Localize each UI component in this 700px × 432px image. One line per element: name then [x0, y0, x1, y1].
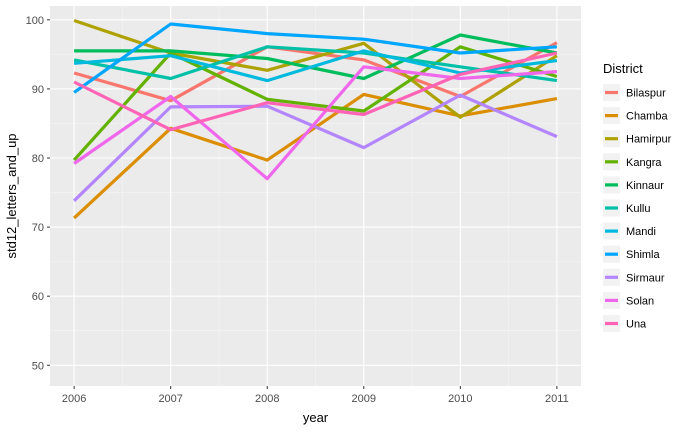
series-lines	[72, 18, 558, 220]
legend-label-shimla: Shimla	[626, 249, 661, 261]
y-tick-label: 90	[32, 84, 44, 96]
legend-label-solan: Solan	[626, 295, 654, 307]
legend-label-kangra: Kangra	[626, 157, 662, 169]
y-tick-label: 60	[32, 291, 44, 303]
series-line-kinnaur	[74, 33, 558, 81]
x-tick-label: 2011	[545, 393, 569, 405]
legend: District Bilaspur Chamba Hamirpur Kangra Kin…	[603, 61, 672, 332]
series-line-hamirpur	[73, 18, 558, 119]
y-tick-label: 70	[32, 222, 44, 234]
legend-title: District	[603, 61, 643, 76]
x-tick-label: 2006	[62, 393, 86, 405]
y-tick-label: 100	[26, 15, 44, 27]
series-line-solan	[73, 65, 558, 181]
x-tick-label: 2009	[352, 393, 376, 405]
legend-label-kinnaur: Kinnaur	[626, 180, 664, 192]
legend-label-hamirpur: Hamirpur	[626, 134, 672, 146]
major-grid	[50, 6, 581, 386]
legend-label-sirmaur: Sirmaur	[626, 272, 665, 284]
legend-label-mandi: Mandi	[626, 226, 656, 238]
x-tick-label: 2010	[448, 393, 472, 405]
series-line-kullu	[73, 45, 558, 83]
legend-label-chamba: Chamba	[626, 111, 668, 123]
legend-label-kullu: Kullu	[626, 203, 650, 215]
legend-label-bilaspur: Bilaspur	[626, 88, 666, 100]
series-line-shimla	[73, 22, 558, 94]
x-axis-title: year	[303, 410, 329, 425]
y-tick-label: 50	[32, 360, 44, 372]
series-line-una	[73, 51, 558, 132]
y-axis: 50 60 70 80 90 100	[26, 15, 50, 372]
x-tick-label: 2008	[255, 393, 279, 405]
legend-label-una: Una	[626, 319, 647, 331]
series-line-bilaspur	[73, 41, 558, 103]
x-axis: 2006 2007 2008 2009 2010 2011	[62, 386, 569, 405]
x-tick-label: 2007	[158, 393, 182, 405]
y-tick-label: 80	[32, 153, 44, 165]
y-axis-title: std12_letters_and_up	[4, 133, 19, 258]
